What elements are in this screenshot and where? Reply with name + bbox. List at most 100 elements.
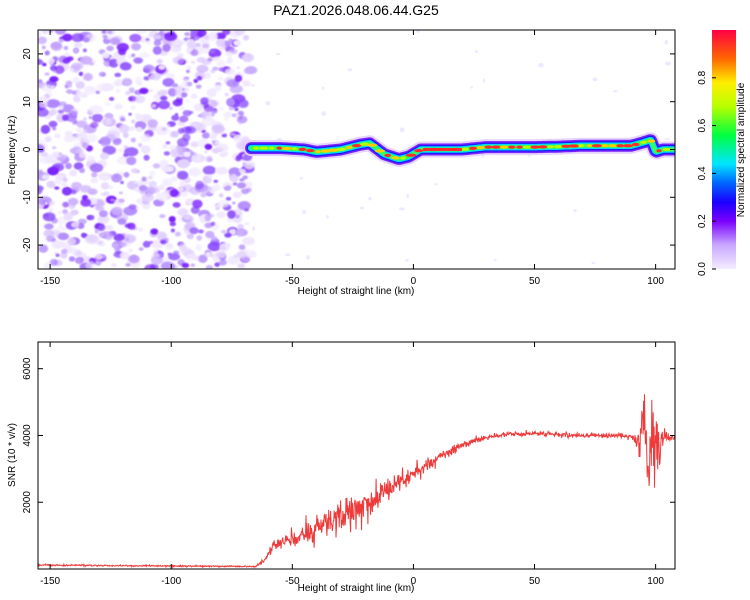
noise-speckle [101, 52, 110, 59]
noise-speckle [185, 99, 190, 103]
noise-speckle [89, 163, 104, 173]
ridge-peak [561, 144, 571, 148]
ridge-peak [547, 145, 554, 149]
noise-speckle [212, 108, 217, 112]
noise-speckle [52, 69, 57, 73]
ridge-peak [578, 144, 585, 148]
noise-speckle [538, 62, 544, 68]
noise-speckle [85, 260, 96, 269]
noise-speckle [48, 207, 54, 213]
noise-speckle [90, 121, 99, 128]
noise-speckle [664, 39, 669, 45]
noise-speckle [79, 167, 85, 174]
noise-speckle [245, 187, 252, 193]
noise-speckle [218, 67, 225, 72]
noise-speckle [57, 216, 67, 226]
noise-speckle [71, 181, 82, 190]
noise-speckle [61, 182, 67, 187]
noise-speckle [203, 72, 211, 80]
noise-speckle [151, 103, 157, 109]
noise-speckle [76, 148, 85, 155]
noise-speckle [147, 119, 158, 128]
noise-speckle [157, 89, 168, 97]
noise-speckle [90, 177, 99, 184]
noise-speckle [192, 199, 203, 209]
noise-speckle [111, 173, 123, 183]
noise-speckle [219, 245, 227, 251]
noise-speckle [51, 240, 64, 249]
noise-speckle [141, 176, 147, 182]
noise-speckle [210, 189, 216, 194]
noise-speckle [57, 224, 64, 230]
noise-speckle [88, 116, 92, 120]
noise-speckle [71, 33, 84, 43]
ridge-peak [253, 146, 259, 150]
noise-speckle [111, 206, 123, 216]
noise-speckle [299, 176, 303, 180]
noise-speckle [69, 169, 78, 177]
noise-speckle [82, 143, 89, 149]
noise-speckle [209, 133, 217, 140]
noise-speckle [224, 92, 229, 97]
colorbar: 0.0 0.2 0.4 0.6 0.8 Normalized spectral ampl… [697, 30, 747, 276]
noise-speckle [215, 251, 227, 259]
noise-speckle [38, 108, 49, 117]
noise-speckle [275, 52, 281, 56]
noise-speckle [38, 36, 47, 45]
noise-speckle [194, 42, 201, 48]
noise-speckle [60, 248, 68, 254]
noise-speckle [117, 148, 125, 153]
noise-speckle [62, 57, 71, 64]
noise-speckle [116, 88, 121, 93]
noise-speckle [125, 91, 131, 96]
ridge-peak [298, 147, 307, 151]
noise-speckle [48, 200, 55, 206]
noise-speckle [170, 130, 180, 138]
noise-speckle [65, 80, 73, 86]
noise-speckle [177, 137, 189, 147]
noise-speckle [159, 214, 166, 219]
noise-speckle [214, 262, 220, 267]
noise-speckle [55, 253, 60, 257]
noise-speckle [180, 92, 188, 98]
noise-speckle [100, 182, 110, 190]
noise-speckle [326, 214, 329, 219]
noise-speckle [86, 155, 96, 163]
noise-speckle [73, 42, 83, 48]
noise-speckle [204, 222, 213, 229]
noise-speckle [48, 120, 58, 128]
ridge-peak [345, 145, 353, 150]
noise-speckle [62, 201, 70, 208]
noise-speckle [110, 198, 115, 202]
noise-speckle [148, 89, 154, 92]
noise-speckle [50, 41, 63, 52]
noise-speckle [54, 65, 65, 74]
noise-speckle [38, 169, 44, 175]
ridge-peak [360, 142, 369, 146]
noise-speckle [434, 183, 438, 186]
noise-speckle [52, 126, 57, 131]
noise-speckle [131, 53, 136, 58]
snr-panel: -150 -100 -50 0 50 100 2000 4000 6000 Height of… [7, 341, 676, 594]
ridge-peak [384, 153, 392, 157]
ridge-peak [276, 146, 282, 150]
noise-speckle [102, 34, 108, 39]
noise-speckle [98, 172, 111, 182]
noise-speckle [81, 72, 94, 82]
noise-speckle [233, 113, 240, 118]
noise-speckle [126, 156, 137, 166]
noise-speckle [178, 243, 187, 252]
noise-speckle [83, 37, 90, 43]
ridge-peak [591, 144, 603, 148]
noise-speckle [38, 58, 43, 65]
ridge-peak [640, 140, 647, 144]
noise-speckle [205, 264, 213, 269]
noise-speckle [195, 180, 204, 190]
snr-x-tick-label: -100 [161, 576, 181, 587]
noise-speckle [144, 264, 157, 269]
noise-speckle [113, 233, 125, 242]
noise-speckle [71, 221, 79, 228]
noise-speckle [613, 90, 618, 93]
spectrogram-x-tick-label: -50 [285, 276, 300, 287]
noise-speckle [235, 229, 245, 237]
